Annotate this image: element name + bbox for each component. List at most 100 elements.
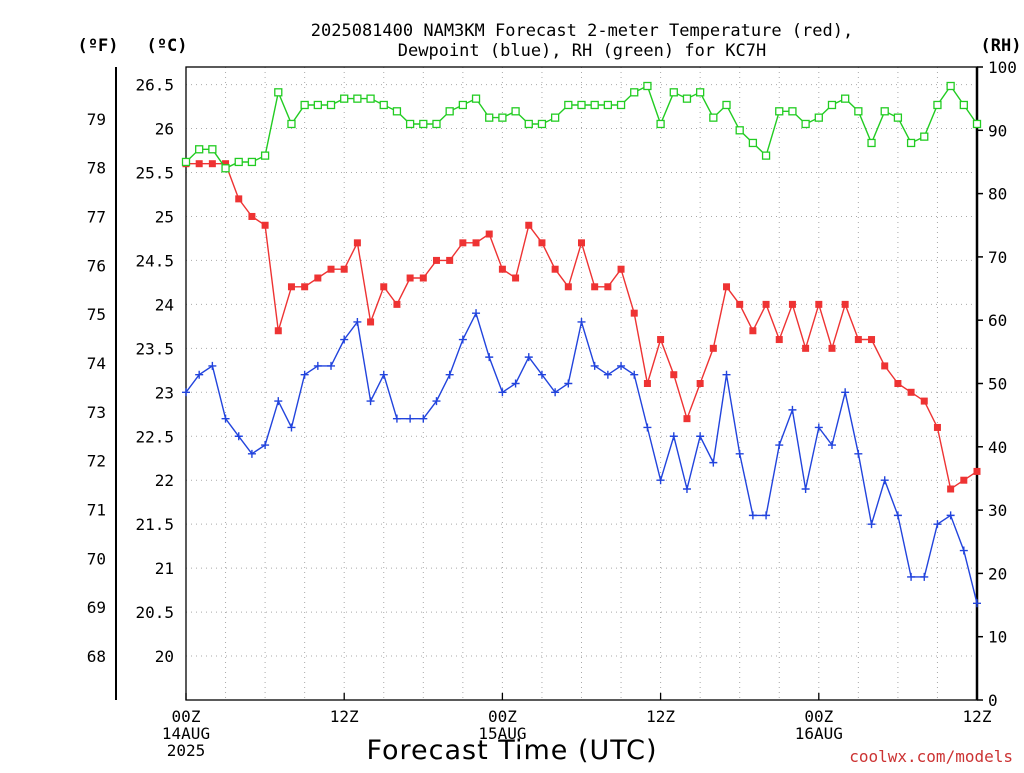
data-point xyxy=(959,546,968,555)
data-point xyxy=(274,88,283,97)
data-point xyxy=(775,107,784,116)
data-point xyxy=(933,520,942,529)
fahrenheit-tick-label: 71 xyxy=(87,501,106,520)
data-point xyxy=(313,100,322,110)
celsius-tick-label: 21 xyxy=(155,559,174,578)
celsius-tick-label: 21.5 xyxy=(135,515,174,534)
data-point xyxy=(564,379,573,388)
data-point xyxy=(920,132,929,141)
rh-tick-label: 20 xyxy=(988,564,1007,583)
celsius-tick-label: 25.5 xyxy=(135,164,174,183)
data-point xyxy=(591,283,599,291)
data-point xyxy=(907,388,915,396)
series-line xyxy=(185,311,978,604)
data-point xyxy=(419,119,428,129)
data-point xyxy=(419,414,428,423)
rh-tick-label: 80 xyxy=(988,185,1007,204)
data-point xyxy=(234,157,243,167)
data-point xyxy=(656,119,665,129)
data-point xyxy=(498,265,506,273)
rh-tick-label: 30 xyxy=(988,501,1007,520)
x-tick-label: 12Z xyxy=(646,707,675,726)
data-point xyxy=(933,100,942,110)
data-point xyxy=(301,283,309,291)
data-point xyxy=(458,100,468,110)
data-point xyxy=(709,113,718,122)
data-point xyxy=(696,380,704,387)
data-point xyxy=(735,449,744,458)
data-point xyxy=(656,476,665,485)
data-point xyxy=(379,370,388,379)
data-point xyxy=(722,370,731,379)
data-point xyxy=(248,212,256,220)
data-point xyxy=(326,100,336,110)
data-point xyxy=(617,361,626,370)
data-point xyxy=(485,113,494,122)
rh-tick-label: 100 xyxy=(988,58,1017,77)
data-point xyxy=(683,415,691,423)
rh-tick-label: 90 xyxy=(988,121,1007,140)
data-point xyxy=(485,353,494,362)
data-point xyxy=(867,138,876,148)
data-point xyxy=(577,317,586,326)
data-point xyxy=(788,405,797,414)
data-point xyxy=(959,100,968,110)
data-point xyxy=(287,423,296,432)
data-point xyxy=(446,256,454,264)
data-point xyxy=(551,388,560,397)
data-point xyxy=(221,414,230,423)
fahrenheit-tick-label: 69 xyxy=(87,598,106,617)
data-point xyxy=(867,520,876,529)
data-point xyxy=(181,157,191,167)
data-point xyxy=(511,107,520,116)
celsius-unit-label: (ºC) xyxy=(147,36,188,56)
data-point xyxy=(247,157,257,167)
data-point xyxy=(353,239,361,247)
data-point xyxy=(525,221,533,229)
data-point xyxy=(367,318,375,326)
celsius-tick-label: 24 xyxy=(155,295,174,314)
data-point xyxy=(577,100,586,110)
data-point xyxy=(366,397,375,406)
tick-labels: 20 20.5 21 21.5 22 22.5 23 23.5 24 24.5 25 25.5 26 26… xyxy=(87,58,1017,760)
data-point xyxy=(498,113,507,122)
data-point xyxy=(814,113,823,122)
data-point xyxy=(195,145,204,154)
data-point xyxy=(868,336,876,344)
data-point xyxy=(472,239,480,247)
data-point xyxy=(802,344,810,352)
data-point xyxy=(287,119,296,129)
x-tick-label: 00Z xyxy=(488,707,517,726)
data-point xyxy=(537,370,546,379)
x-tick-label: 12Z xyxy=(330,707,359,726)
data-point xyxy=(353,317,362,326)
data-point xyxy=(538,239,546,247)
data-point xyxy=(801,485,810,493)
axes xyxy=(115,66,983,701)
data-point xyxy=(235,195,243,203)
data-point xyxy=(564,283,572,291)
data-point xyxy=(630,309,638,317)
celsius-tick-label: 23.5 xyxy=(135,339,174,358)
data-point xyxy=(709,344,717,352)
data-point xyxy=(854,449,863,458)
data-point xyxy=(222,160,230,168)
rh-tick-label: 60 xyxy=(988,311,1007,330)
fahrenheit-tick-label: 74 xyxy=(87,354,106,373)
data-point xyxy=(195,370,204,379)
data-point xyxy=(604,283,612,291)
data-point xyxy=(907,572,916,581)
data-point xyxy=(696,88,705,97)
x-tick-label: 00Z xyxy=(172,707,201,726)
data-point xyxy=(247,449,256,458)
data-point xyxy=(406,414,415,423)
data-point xyxy=(313,361,322,370)
data-point xyxy=(854,107,863,116)
data-point xyxy=(643,81,652,91)
data-point xyxy=(906,138,916,148)
data-point xyxy=(841,300,849,308)
data-point xyxy=(854,336,862,344)
data-point xyxy=(630,88,639,97)
data-point xyxy=(512,274,520,282)
data-point xyxy=(590,361,599,370)
